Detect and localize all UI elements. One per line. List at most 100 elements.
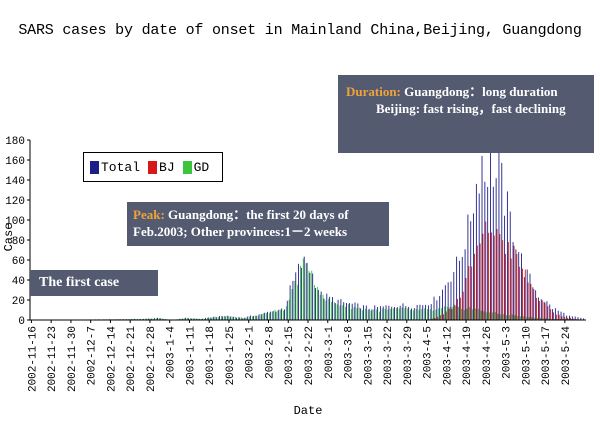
bar-gd-day-53 <box>181 318 183 320</box>
bar-gd-day-72 <box>235 316 236 320</box>
bar-total-day-147 <box>444 285 446 320</box>
bar-bj-day-164 <box>493 235 495 320</box>
bar-total-day-157 <box>473 213 474 320</box>
bar-gd-day-97 <box>305 263 307 320</box>
bar-gd-day-42 <box>150 318 152 320</box>
bar-total-day-79 <box>252 315 254 320</box>
bar-total-day-85 <box>269 311 271 320</box>
bar-total-day-80 <box>255 315 257 320</box>
bar-gd-day-186 <box>556 318 558 320</box>
bar-total-day-128 <box>391 306 393 320</box>
bar-total-day-43 <box>151 318 153 320</box>
bar-gd-day-103 <box>322 294 324 320</box>
x-tick-label: 2003-1-11 <box>185 326 197 386</box>
bar-gd-day-156 <box>472 309 474 320</box>
bar-gd-day-182 <box>545 318 547 320</box>
bar-bj-day-154 <box>465 277 467 320</box>
bar-gd-day-121 <box>373 309 375 320</box>
x-tick-label: 2003-2-1 <box>245 326 257 379</box>
bar-gd-day-154 <box>466 308 468 320</box>
legend-item-gd: GD <box>182 159 210 175</box>
bar-gd-day-183 <box>548 318 550 320</box>
x-tick-label: 2003-5-10 <box>521 326 533 385</box>
bar-gd-day-180 <box>539 317 541 320</box>
bar-total-day-179 <box>535 290 537 320</box>
bar-total-day-74 <box>238 317 240 320</box>
bar-gd-day-94 <box>297 284 299 320</box>
bar-bj-day-176 <box>527 282 529 320</box>
bar-gd-day-150 <box>455 305 457 320</box>
bar-total-day-167 <box>501 162 503 320</box>
bar-gd-day-75 <box>243 318 245 320</box>
bar-gd-day-43 <box>153 318 155 320</box>
bar-gd-day-64 <box>212 317 214 320</box>
bar-bj-day-148 <box>448 308 450 320</box>
legend-label-gd: GD <box>193 159 210 175</box>
bar-gd-day-66 <box>218 316 220 320</box>
bar-total-day-186 <box>554 308 556 320</box>
bar-gd-day-126 <box>387 309 389 320</box>
bar-total-day-145 <box>439 296 441 320</box>
x-tick-label: 2003-4-19 <box>462 326 474 385</box>
bar-gd-day-93 <box>294 281 296 320</box>
bar-total-day-87 <box>275 311 277 320</box>
bar-gd-day-148 <box>449 306 451 320</box>
bar-total-day-95 <box>298 263 300 320</box>
bar-total-day-156 <box>470 221 472 320</box>
bar-gd-day-120 <box>370 310 372 320</box>
bar-total-day-124 <box>379 306 381 320</box>
x-tick-label: 2003-3-1 <box>324 326 336 379</box>
bar-gd-day-77 <box>249 316 251 320</box>
bar-gd-day-80 <box>257 315 259 320</box>
bar-total-day-164 <box>492 186 494 320</box>
bar-gd-day-95 <box>300 265 301 320</box>
bar-gd-day-132 <box>404 308 406 320</box>
bar-bj-day-159 <box>479 243 481 320</box>
duration-text: Guangdong：long duration <box>404 84 558 99</box>
x-tick-label: 2003-5-17 <box>541 326 553 385</box>
bar-gd-day-79 <box>254 315 256 320</box>
bar-total-day-111 <box>343 302 345 320</box>
bar-total-day-106 <box>329 296 331 320</box>
x-tick-label: 2003-3-22 <box>383 326 395 385</box>
legend: Total BJ GD <box>83 152 223 182</box>
bar-total-day-136 <box>413 308 415 320</box>
bar-bj-day-163 <box>490 232 492 320</box>
bar-bj-day-189 <box>564 316 566 320</box>
bar-gd-day-161 <box>486 312 488 320</box>
bar-bj-day-172 <box>516 254 518 320</box>
bar-total-day-83 <box>264 312 266 320</box>
bar-gd-day-168 <box>506 315 507 320</box>
bar-total-day-44 <box>154 318 156 320</box>
bar-bj-day-146 <box>443 314 444 320</box>
bar-gd-day-141 <box>429 309 431 320</box>
bar-gd-day-74 <box>240 317 242 320</box>
bar-bj-day-181 <box>541 300 543 320</box>
bar-gd-day-129 <box>395 308 397 320</box>
bar-bj-day-153 <box>462 291 464 320</box>
bar-gd-day-174 <box>522 316 524 320</box>
bar-gd-day-159 <box>480 310 482 320</box>
bar-gd-day-164 <box>494 312 496 320</box>
bar-gd-day-76 <box>246 317 248 320</box>
bar-gd-day-87 <box>277 310 279 320</box>
bar-total-day-195 <box>580 317 582 320</box>
bar-total-day-98 <box>306 262 308 320</box>
bar-gd-day-189 <box>565 318 567 320</box>
bar-bj-day-187 <box>558 314 560 320</box>
bar-total-day-170 <box>509 211 511 320</box>
bar-total-day-77 <box>247 316 249 320</box>
bar-total-day-123 <box>377 306 379 320</box>
bar-total-day-56 <box>188 318 189 320</box>
bar-gd-day-171 <box>514 315 516 320</box>
bar-total-day-105 <box>326 293 328 320</box>
bar-total-day-152 <box>458 260 460 320</box>
bar-total-day-81 <box>258 314 260 320</box>
bar-total-day-189 <box>563 312 565 320</box>
first-case-annotation: The first case <box>30 270 158 296</box>
bar-gd-day-61 <box>204 318 205 320</box>
y-tick-label: 140 <box>5 176 25 188</box>
legend-label-total: Total <box>101 159 141 175</box>
bar-total-day-182 <box>543 301 545 320</box>
bar-gd-day-131 <box>401 307 403 320</box>
